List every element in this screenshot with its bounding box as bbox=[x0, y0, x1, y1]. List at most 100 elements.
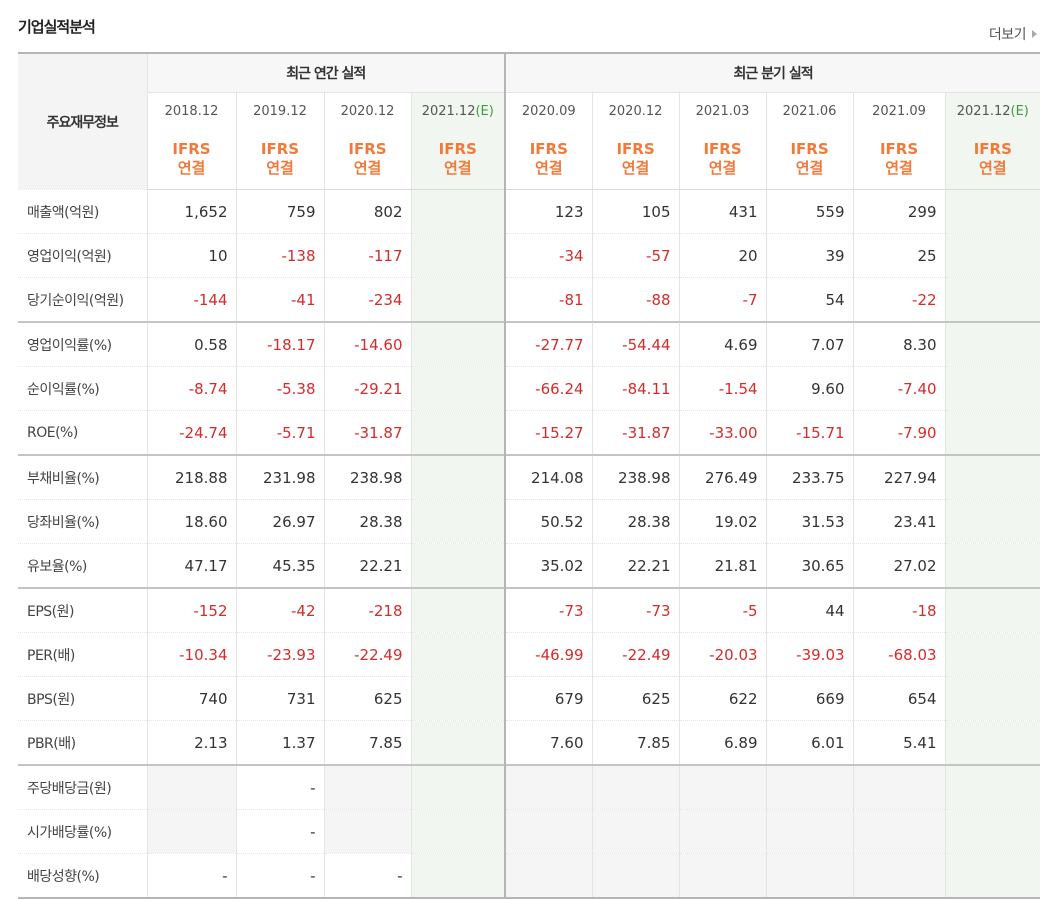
value-cell: 7.07 bbox=[765, 321, 854, 367]
value-cell: -31.87 bbox=[591, 410, 680, 455]
ifrs-label: IFRS bbox=[348, 140, 387, 158]
value-cell bbox=[410, 543, 506, 588]
ifrs-label: IFRS bbox=[879, 140, 919, 158]
value-cell bbox=[944, 410, 1041, 455]
table-row: 시가배당률(%) - bbox=[18, 809, 1041, 854]
value-cell bbox=[504, 853, 593, 899]
value-cell: -15.71 bbox=[765, 410, 854, 455]
value-cell bbox=[944, 809, 1041, 854]
value-cell bbox=[678, 764, 767, 810]
value-cell: 7.85 bbox=[591, 720, 680, 765]
value-cell: 30.65 bbox=[765, 543, 854, 588]
value-cell: 759 bbox=[235, 189, 324, 234]
estimate-marker: (E) bbox=[1010, 103, 1029, 119]
value-cell: 7.85 bbox=[323, 720, 411, 765]
arrow-right-icon bbox=[1032, 30, 1037, 38]
value-cell: 622 bbox=[678, 676, 767, 721]
value-cell bbox=[410, 632, 506, 677]
value-cell: -144 bbox=[146, 277, 236, 322]
value-cell: 740 bbox=[146, 676, 236, 721]
period-label: 2021.03 bbox=[695, 103, 750, 119]
value-cell bbox=[944, 676, 1041, 721]
ifrs-label: IFRS bbox=[703, 140, 742, 158]
value-cell bbox=[944, 543, 1041, 588]
value-cell bbox=[944, 853, 1041, 899]
value-cell: -218 bbox=[323, 587, 411, 633]
accounting-standard: IFRS 연결 bbox=[678, 129, 767, 190]
value-cell bbox=[852, 809, 946, 854]
accounting-standard: IFRS 연결 bbox=[323, 129, 411, 190]
ifrs-label: IFRS bbox=[172, 140, 211, 158]
section-title: 기업실적분석 bbox=[18, 18, 96, 36]
value-cell bbox=[410, 499, 506, 544]
value-cell: 22.21 bbox=[323, 543, 411, 588]
more-link[interactable]: 더보기 bbox=[989, 24, 1037, 44]
value-cell: - bbox=[235, 853, 324, 899]
table-row: 순이익률(%) -8.74 -5.38 -29.21 -66.24 -84.11 -1.54… bbox=[18, 366, 1041, 411]
value-cell: - bbox=[146, 853, 236, 899]
value-cell: -22.49 bbox=[323, 632, 411, 677]
value-cell: -5 bbox=[678, 587, 767, 633]
value-cell bbox=[410, 720, 506, 765]
value-cell: -5.71 bbox=[235, 410, 324, 455]
financial-table: 주요재무정보 최근 연간 실적 최근 분기 실적 2018.12 2019.12 2… bbox=[18, 52, 1041, 899]
value-cell: 5.41 bbox=[852, 720, 946, 765]
period-header: 2018.12 bbox=[146, 92, 236, 129]
value-cell bbox=[410, 277, 506, 322]
value-cell: -46.99 bbox=[504, 632, 593, 677]
period-label: 2021.09 bbox=[872, 103, 926, 119]
value-cell: 731 bbox=[235, 676, 324, 721]
value-cell: -22.49 bbox=[591, 632, 680, 677]
consolidated-label: 연결 bbox=[621, 159, 650, 177]
table-row: 영업이익률(%) 0.58 -18.17 -14.60 -27.77 -54.44 4.69… bbox=[18, 321, 1041, 367]
period-header: 2020.12 bbox=[323, 92, 411, 129]
value-cell bbox=[944, 189, 1041, 234]
value-cell: -84.11 bbox=[591, 366, 680, 411]
value-cell: 231.98 bbox=[235, 454, 324, 500]
value-cell bbox=[765, 764, 854, 810]
value-cell bbox=[410, 853, 506, 899]
table-row: 영업이익(억원) 10 -138 -117 -34 -57 20 39 25 bbox=[18, 233, 1041, 278]
value-cell: 28.38 bbox=[323, 499, 411, 544]
value-cell: -234 bbox=[323, 277, 411, 322]
table-row: 유보율(%) 47.17 45.35 22.21 35.02 22.21 21.81 30.6… bbox=[18, 543, 1041, 588]
value-cell bbox=[852, 853, 946, 899]
value-cell: 45.35 bbox=[235, 543, 324, 588]
period-header: 2019.12 bbox=[235, 92, 324, 129]
value-cell: 276.49 bbox=[678, 454, 767, 500]
value-cell bbox=[944, 233, 1041, 278]
value-cell: 28.38 bbox=[591, 499, 680, 544]
value-cell: -27.77 bbox=[504, 321, 593, 367]
value-cell bbox=[410, 809, 506, 854]
value-cell bbox=[944, 499, 1041, 544]
value-cell bbox=[591, 809, 680, 854]
value-cell bbox=[852, 764, 946, 810]
accounting-standard: IFRS 연결 bbox=[944, 129, 1041, 190]
more-link-label: 더보기 bbox=[988, 27, 1027, 43]
value-cell: 625 bbox=[591, 676, 680, 721]
value-cell bbox=[504, 764, 593, 810]
value-cell: 47.17 bbox=[146, 543, 236, 588]
table-row: PER(배) -10.34 -23.93 -22.49 -46.99 -22.49 -20.… bbox=[18, 632, 1041, 677]
value-cell: -22 bbox=[852, 277, 946, 322]
value-cell: -117 bbox=[323, 233, 411, 278]
value-cell bbox=[944, 321, 1041, 367]
annual-group-header: 최근 연간 실적 bbox=[146, 52, 506, 93]
value-cell bbox=[323, 809, 411, 854]
value-cell: -23.93 bbox=[235, 632, 324, 677]
value-cell: -1.54 bbox=[678, 366, 767, 411]
value-cell: 218.88 bbox=[146, 454, 236, 500]
row-label: 영업이익(억원) bbox=[18, 233, 147, 278]
value-cell: 54 bbox=[765, 277, 854, 322]
ifrs-label: IFRS bbox=[616, 140, 655, 158]
accounting-standard: IFRS 연결 bbox=[591, 129, 680, 190]
consolidated-label: 연결 bbox=[795, 159, 824, 177]
period-header: 2021.09 bbox=[852, 92, 946, 129]
value-cell: 39 bbox=[765, 233, 854, 278]
value-cell: 233.75 bbox=[765, 454, 854, 500]
value-cell: -8.74 bbox=[146, 366, 236, 411]
row-label: BPS(원) bbox=[18, 676, 147, 721]
estimate-marker: (E) bbox=[475, 103, 494, 119]
period-label: 2020.09 bbox=[521, 103, 576, 119]
value-cell bbox=[678, 809, 767, 854]
